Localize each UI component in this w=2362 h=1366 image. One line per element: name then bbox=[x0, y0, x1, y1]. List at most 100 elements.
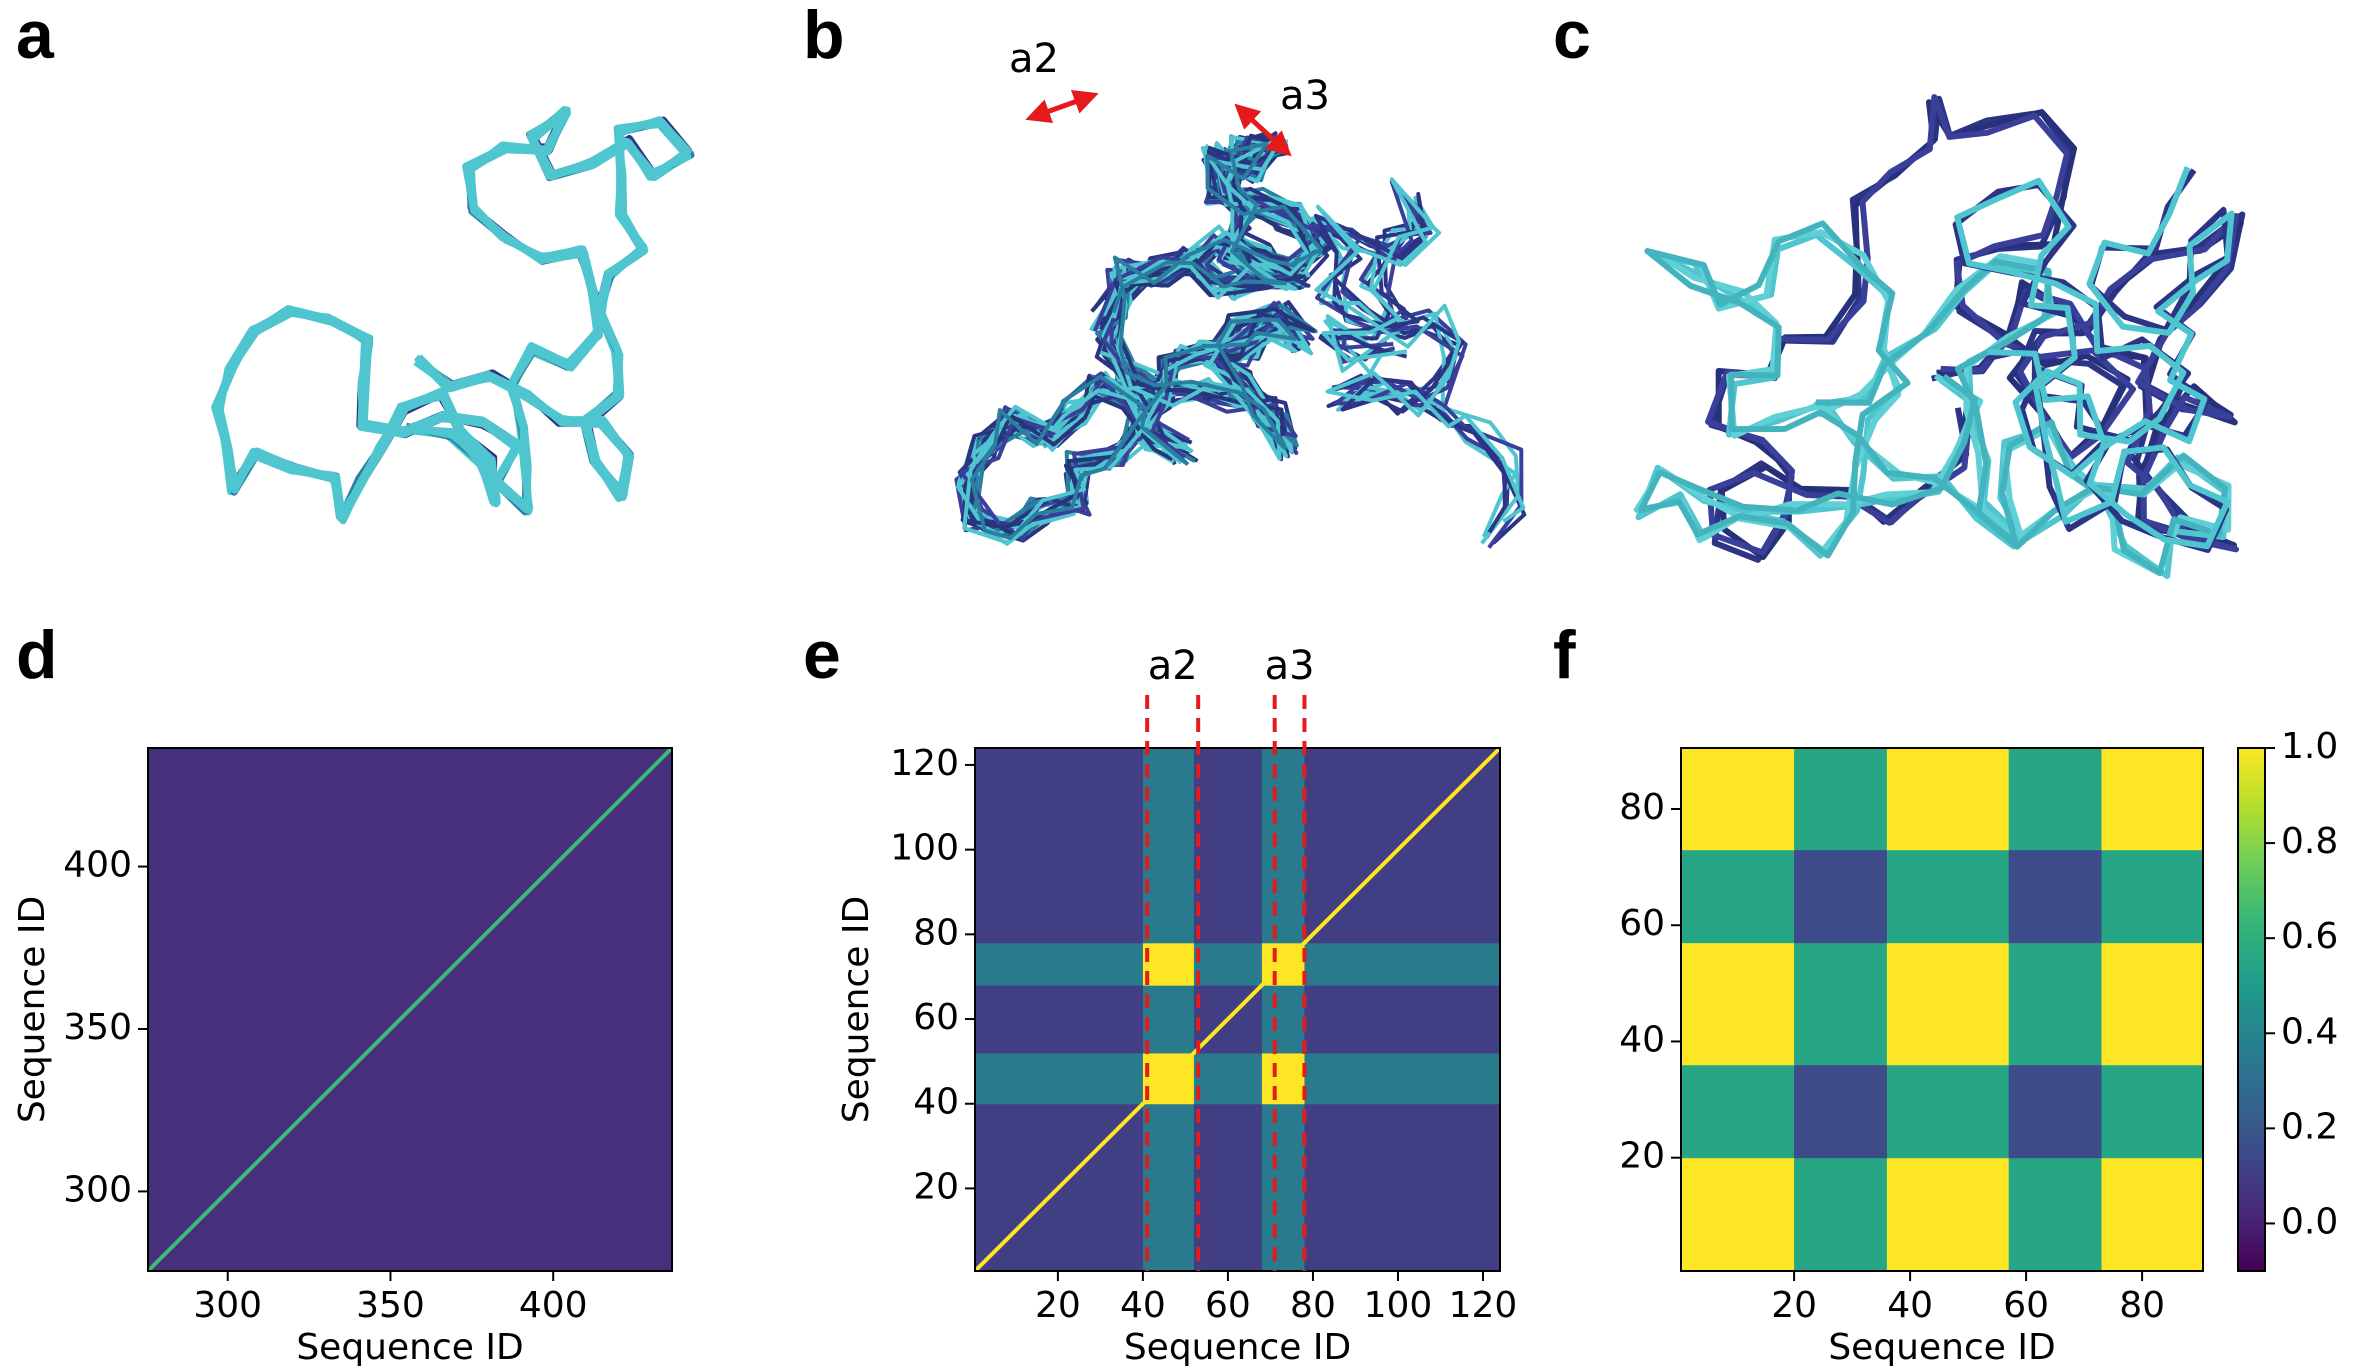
panel-label: e bbox=[803, 617, 841, 693]
y-tick-label: 400 bbox=[63, 845, 132, 886]
y-tick-label: 80 bbox=[1619, 787, 1665, 828]
y-tick-label: 80 bbox=[913, 912, 959, 953]
annotation: a2 bbox=[1148, 643, 1198, 689]
x-tick-label: 40 bbox=[1120, 1285, 1166, 1326]
x-tick-label: 300 bbox=[193, 1285, 262, 1326]
heatmap-cell bbox=[975, 942, 1144, 986]
diagonal bbox=[146, 746, 674, 1273]
x-tick-label: 400 bbox=[519, 1285, 588, 1326]
heatmap-cell bbox=[2101, 849, 2204, 944]
heatmap-cell bbox=[2101, 1157, 2204, 1272]
backbone bbox=[1314, 177, 1526, 523]
heatmap-cell bbox=[975, 748, 1144, 944]
x-tick-label: 40 bbox=[1887, 1285, 1933, 1326]
heatmap-cell bbox=[975, 1052, 1144, 1105]
heatmap-cell bbox=[2008, 1157, 2102, 1272]
heatmap-cell bbox=[1261, 748, 1305, 944]
x-tick-label: 20 bbox=[1035, 1285, 1081, 1326]
annotation: a3 bbox=[1280, 73, 1330, 119]
y-tick-label: 60 bbox=[1619, 903, 1665, 944]
heatmap-cell bbox=[1261, 985, 1305, 1054]
heatmap-cell bbox=[975, 985, 1144, 1054]
backbone bbox=[962, 135, 1311, 545]
heatmap-cell bbox=[1142, 1103, 1195, 1272]
heatmap-cell bbox=[1193, 748, 1263, 944]
backbone bbox=[969, 141, 1324, 541]
panel-label: b bbox=[803, 0, 845, 73]
heatmap-cell bbox=[1681, 849, 1795, 944]
heatmap-cell bbox=[1304, 942, 1501, 986]
y-tick-label: 60 bbox=[913, 997, 959, 1038]
heatmap-cell bbox=[1794, 849, 1888, 944]
y-tick-label: 20 bbox=[913, 1166, 959, 1207]
y-axis-label: Sequence ID bbox=[12, 896, 53, 1123]
axes-frame bbox=[147, 747, 673, 1272]
heatmap-cell bbox=[1261, 1103, 1305, 1272]
heatmap-cell bbox=[1794, 942, 1888, 1066]
heatmap-cell bbox=[1886, 748, 2010, 851]
heatmap-cell bbox=[1304, 1103, 1501, 1272]
heatmap-cell bbox=[2101, 942, 2204, 1066]
colorbar-tick-label: 0.6 bbox=[2281, 916, 2338, 957]
x-tick-label: 60 bbox=[2003, 1285, 2049, 1326]
heatmap-cell bbox=[2008, 849, 2102, 944]
colorbar-tick-label: 0.4 bbox=[2281, 1011, 2338, 1052]
x-axis-label: Sequence ID bbox=[1124, 1327, 1351, 1366]
heatmap-cell bbox=[1794, 1157, 1888, 1272]
x-tick-label: 20 bbox=[1771, 1285, 1817, 1326]
heatmap-cell bbox=[1304, 1052, 1501, 1105]
heatmap-cell bbox=[1193, 1103, 1263, 1272]
x-tick-label: 60 bbox=[1205, 1285, 1251, 1326]
backbone bbox=[1954, 166, 2235, 550]
backbone bbox=[960, 133, 1316, 530]
heatmap-cell bbox=[2008, 1064, 2102, 1159]
x-axis-label: Sequence ID bbox=[296, 1327, 523, 1366]
backbone bbox=[1638, 220, 2229, 577]
y-tick-label: 20 bbox=[1619, 1136, 1665, 1177]
heatmap-cell bbox=[2008, 748, 2102, 851]
heatmap-cell bbox=[1193, 1052, 1263, 1105]
axes-frame bbox=[1680, 747, 2204, 1272]
backbone bbox=[959, 135, 1323, 529]
y-tick-label: 40 bbox=[1619, 1019, 1665, 1060]
heatmap-cell bbox=[1886, 942, 2010, 1066]
heatmap-cell bbox=[1304, 985, 1501, 1054]
x-tick-label: 120 bbox=[1449, 1285, 1518, 1326]
x-tick-label: 80 bbox=[2119, 1285, 2165, 1326]
arrow bbox=[1234, 103, 1292, 157]
x-tick-label: 350 bbox=[356, 1285, 425, 1326]
backbone bbox=[1705, 94, 2240, 556]
colorbar-tick-label: 0.8 bbox=[2281, 821, 2338, 862]
y-tick-label: 120 bbox=[890, 743, 959, 784]
colorbar bbox=[2237, 747, 2266, 1272]
annotation: a3 bbox=[1265, 643, 1315, 689]
y-axis-label: Sequence ID bbox=[836, 896, 877, 1123]
heatmap-cell bbox=[1886, 849, 2010, 944]
heatmap-cell bbox=[1261, 1052, 1305, 1105]
structures bbox=[211, 94, 2246, 580]
diagonal bbox=[973, 746, 1502, 1273]
colorbar-tick-label: 0.2 bbox=[2281, 1106, 2338, 1147]
heatmap-cell bbox=[1794, 748, 1888, 851]
annotation: a2 bbox=[1009, 36, 1059, 82]
heatmap-cell bbox=[1681, 942, 1795, 1066]
heatmap-cell bbox=[1142, 985, 1195, 1054]
heatmap-cell bbox=[2101, 1064, 2204, 1159]
panel-label: c bbox=[1553, 0, 1591, 73]
backbone bbox=[211, 110, 692, 521]
x-tick-label: 100 bbox=[1364, 1285, 1433, 1326]
panel-label: d bbox=[16, 617, 58, 693]
y-tick-label: 40 bbox=[913, 1082, 959, 1123]
arrow bbox=[1025, 90, 1099, 123]
y-tick-label: 100 bbox=[890, 828, 959, 869]
heatmap-cell bbox=[1886, 1064, 2010, 1159]
heatmap-cell bbox=[1794, 1064, 1888, 1159]
y-tick-label: 300 bbox=[63, 1169, 132, 1210]
heatmap-cell bbox=[1142, 942, 1195, 986]
heatmap-cell bbox=[2008, 942, 2102, 1066]
heatmap-cell bbox=[1142, 748, 1195, 944]
heatmap-cell bbox=[2101, 748, 2204, 851]
panel-label: a bbox=[16, 0, 55, 73]
backbone bbox=[1313, 192, 1507, 534]
